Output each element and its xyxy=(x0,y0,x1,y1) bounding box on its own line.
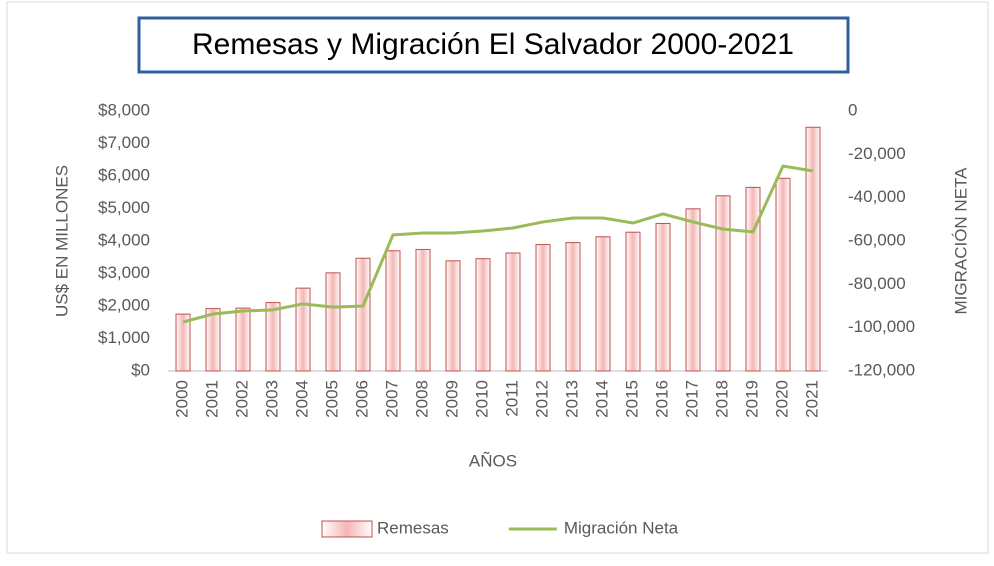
line xyxy=(182,164,814,324)
bar xyxy=(385,250,401,372)
y-tick-label: $8,000 xyxy=(98,100,150,119)
x-tick-label: 2020 xyxy=(772,380,791,418)
y-tick-label: $4,000 xyxy=(98,230,150,249)
bar xyxy=(715,195,731,372)
x-tick-label: 2018 xyxy=(712,380,731,418)
x-tick-label: 2014 xyxy=(592,380,611,418)
y2-tick-label: -80,000 xyxy=(848,274,906,293)
bar xyxy=(595,236,611,372)
bar xyxy=(685,208,701,372)
bar xyxy=(505,252,521,372)
chart-border xyxy=(6,1,989,554)
x-tick-label: 2002 xyxy=(232,380,251,418)
x-tick-label: 2008 xyxy=(412,380,431,418)
y-tick-label: $7,000 xyxy=(98,133,150,152)
y2-tick-label: -20,000 xyxy=(848,144,906,163)
bar xyxy=(805,126,821,372)
y-tick-label: $0 xyxy=(131,360,150,379)
bar xyxy=(655,222,671,372)
bar xyxy=(445,260,461,372)
y2-tick-label: -60,000 xyxy=(848,230,906,249)
x-axis-title: AÑOS xyxy=(469,451,517,470)
x-tick-label: 2004 xyxy=(292,380,311,418)
bar xyxy=(625,231,641,372)
legend-swatch xyxy=(321,520,373,538)
legend-label: Migración Neta xyxy=(564,518,679,537)
x-tick-label: 2021 xyxy=(802,380,821,418)
bar xyxy=(775,177,791,372)
x-tick-label: 2012 xyxy=(532,380,551,418)
bar xyxy=(535,244,551,372)
y2-axis-title: MIGRACIÓN NETA xyxy=(951,167,970,315)
x-tick-label: 2006 xyxy=(352,380,371,418)
x-tick-label: 2010 xyxy=(472,380,491,418)
x-tick-label: 2011 xyxy=(502,380,521,417)
y-tick-label: $5,000 xyxy=(98,198,150,217)
bar xyxy=(295,287,311,372)
y2-tick-label: -100,000 xyxy=(848,317,915,336)
x-tick-label: 2005 xyxy=(322,380,341,418)
y-axis-title: US$ EN MILLONES xyxy=(52,165,71,317)
x-tick-label: 2017 xyxy=(682,380,701,418)
y2-tick-label: 0 xyxy=(848,100,857,119)
x-tick-label: 2016 xyxy=(652,380,671,418)
y-tick-label: $6,000 xyxy=(98,165,150,184)
x-tick-label: 2013 xyxy=(562,380,581,418)
bar xyxy=(475,258,491,372)
x-tick-label: 2001 xyxy=(202,380,221,418)
x-tick-label: 2003 xyxy=(262,380,281,418)
title-box xyxy=(137,16,850,74)
bar xyxy=(265,302,281,372)
bar xyxy=(235,307,251,372)
bar xyxy=(745,186,761,372)
x-tick-label: 2009 xyxy=(442,380,461,418)
x-tick-label: 2015 xyxy=(622,380,641,418)
x-tick-label: 2019 xyxy=(742,380,761,418)
bar xyxy=(205,308,221,372)
chart-title: Remesas y Migración El Salvador 2000-202… xyxy=(192,28,794,61)
y2-tick-label: -120,000 xyxy=(848,360,915,379)
bar xyxy=(565,242,581,372)
bar xyxy=(175,313,191,372)
y-tick-label: $3,000 xyxy=(98,263,150,282)
y2-tick-label: -40,000 xyxy=(848,187,906,206)
x-tick-label: 2007 xyxy=(382,380,401,418)
bar xyxy=(325,272,341,372)
y-tick-label: $2,000 xyxy=(98,295,150,314)
legend-label: Remesas xyxy=(377,518,449,537)
bar xyxy=(355,257,371,372)
y-tick-label: $1,000 xyxy=(98,328,150,347)
x-tick-label: 2000 xyxy=(172,380,191,418)
bar xyxy=(415,248,431,372)
